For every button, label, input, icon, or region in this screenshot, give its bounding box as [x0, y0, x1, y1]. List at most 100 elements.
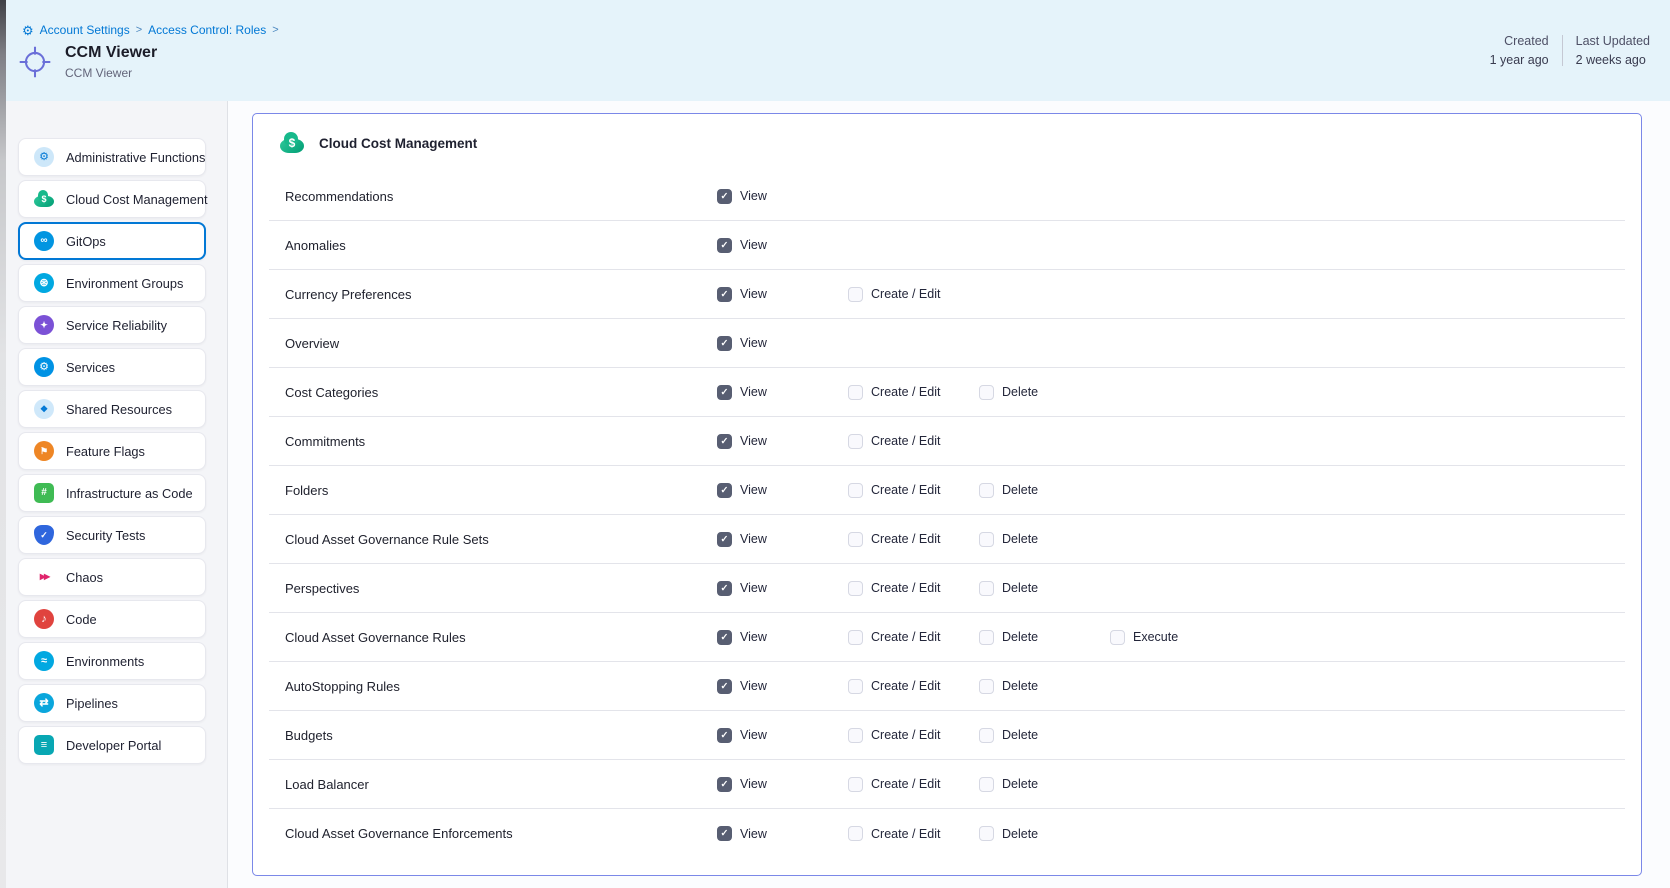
sidebar-item-service-reliability[interactable]: ✦ Service Reliability — [18, 306, 206, 344]
permission-label: Create / Edit — [871, 483, 941, 497]
sidebar-item-environment-groups[interactable]: ⊛ Environment Groups — [18, 264, 206, 302]
ccm-icon: $ — [34, 189, 54, 209]
checkbox-unchecked[interactable] — [848, 776, 863, 792]
resource-label: Overview — [285, 335, 340, 351]
checkbox-checked[interactable]: ✓ — [717, 237, 732, 253]
checkbox-checked[interactable]: ✓ — [717, 286, 732, 302]
sidebar-item-services[interactable]: ⚙ Services — [18, 348, 206, 386]
checkbox-unchecked[interactable] — [979, 727, 994, 743]
page-header: ⚙ Account Settings > Access Control: Rol… — [6, 0, 1670, 101]
checkbox-checked[interactable]: ✓ — [717, 629, 732, 645]
permission-label: Delete — [1002, 581, 1039, 595]
cloud-cost-management-icon: $ — [279, 130, 305, 156]
permission-label: Create / Edit — [871, 287, 941, 301]
checkbox-unchecked[interactable] — [979, 482, 994, 498]
permission-row: Cloud Asset Governance Rule Sets ✓ View Cre… — [269, 515, 1625, 564]
sidebar-item-chaos[interactable]: ▶▶ Chaos — [18, 558, 206, 596]
checkbox-checked[interactable]: ✓ — [717, 727, 732, 743]
permission-cell: ✓ View — [717, 776, 848, 792]
sidebar-item-gitops[interactable]: ∞ GitOps — [18, 222, 206, 260]
checkbox-unchecked[interactable] — [1110, 629, 1125, 645]
checkbox-unchecked[interactable] — [848, 384, 863, 400]
checkbox-checked[interactable]: ✓ — [717, 580, 732, 596]
permission-label: Delete — [1002, 385, 1039, 399]
resource-label: Anomalies — [285, 237, 346, 253]
permission-label: Create / Edit — [871, 434, 941, 448]
checkbox-unchecked[interactable] — [848, 433, 863, 449]
sidebar-item-code[interactable]: ♪ Code — [18, 600, 206, 638]
checkbox-unchecked[interactable] — [848, 826, 863, 841]
sidebar-item-administrative-functions[interactable]: ⚙ Administrative Functions — [18, 138, 206, 176]
permission-cell: Delete — [979, 776, 1110, 792]
permission-label: View — [740, 189, 767, 203]
permission-cell: Create / Edit — [848, 384, 979, 400]
checkbox-unchecked[interactable] — [848, 678, 863, 694]
permission-cell: Create / Edit — [848, 531, 979, 547]
sidebar-item-infrastructure-as-code[interactable]: # Infrastructure as Code — [18, 474, 206, 512]
resource-label: Cloud Asset Governance Rules — [285, 629, 466, 645]
resource-label: Load Balancer — [285, 776, 369, 792]
sidebar-item-label: Cloud Cost Management — [66, 191, 208, 207]
checkbox-checked[interactable]: ✓ — [717, 482, 732, 498]
permission-cell: Delete — [979, 482, 1110, 498]
permission-label: View — [740, 532, 767, 546]
checkbox-unchecked[interactable] — [979, 678, 994, 694]
checkbox-checked[interactable]: ✓ — [717, 384, 732, 400]
sidebar-item-feature-flags[interactable]: ⚑ Feature Flags — [18, 432, 206, 470]
created-label: Created — [1504, 34, 1549, 48]
page-subtitle: CCM Viewer — [65, 66, 133, 81]
permission-cell: ✓ View — [717, 629, 848, 645]
permission-cell: ✓ View — [717, 335, 848, 351]
page-title: CCM Viewer — [65, 44, 158, 61]
permission-row: Cloud Asset Governance Rules ✓ View Create … — [269, 613, 1625, 662]
permission-cell: Create / Edit — [848, 482, 979, 498]
sidebar-item-label: GitOps — [66, 233, 106, 249]
checkbox-checked[interactable]: ✓ — [717, 531, 732, 547]
checkbox-checked[interactable]: ✓ — [717, 776, 732, 792]
permission-label: View — [740, 483, 767, 497]
envgroups-icon: ⊛ — [34, 273, 54, 293]
permission-label: Create / Edit — [871, 679, 941, 693]
sidebar-item-security-tests[interactable]: ✓ Security Tests — [18, 516, 206, 554]
permission-cell: Create / Edit — [848, 286, 979, 302]
permission-cell: ✓ View — [717, 580, 848, 596]
resource-label: Budgets — [285, 727, 333, 743]
checkbox-unchecked[interactable] — [848, 482, 863, 498]
permission-label: Delete — [1002, 483, 1039, 497]
sidebar-item-label: Security Tests — [66, 527, 146, 543]
checkbox-checked[interactable]: ✓ — [717, 188, 732, 204]
permission-cell: Delete — [979, 629, 1110, 645]
checkbox-unchecked[interactable] — [979, 384, 994, 400]
sidebar-item-environments[interactable]: ≈ Environments — [18, 642, 206, 680]
permission-label: Delete — [1002, 630, 1039, 644]
checkbox-unchecked[interactable] — [848, 286, 863, 302]
sidebar-item-label: Environment Groups — [66, 275, 184, 291]
sidebar-item-shared-resources[interactable]: ❖ Shared Resources — [18, 390, 206, 428]
checkbox-unchecked[interactable] — [979, 629, 994, 645]
checkbox-unchecked[interactable] — [979, 826, 994, 841]
permission-row: Anomalies ✓ View — [269, 221, 1625, 270]
checkbox-unchecked[interactable] — [979, 580, 994, 596]
sidebar-item-cloud-cost-management[interactable]: $ Cloud Cost Management — [18, 180, 208, 218]
checkbox-checked[interactable]: ✓ — [717, 826, 732, 841]
checkbox-checked[interactable]: ✓ — [717, 433, 732, 449]
checkbox-unchecked[interactable] — [848, 629, 863, 645]
checkbox-unchecked[interactable] — [848, 580, 863, 596]
resource-label: Cloud Asset Governance Enforcements — [285, 826, 513, 841]
permission-cell: Create / Edit — [848, 826, 979, 841]
sidebar-item-pipelines[interactable]: ⇄ Pipelines — [18, 684, 206, 722]
breadcrumb-access-control-roles[interactable]: Access Control: Roles — [148, 23, 267, 37]
checkbox-checked[interactable]: ✓ — [717, 678, 732, 694]
checkbox-unchecked[interactable] — [848, 727, 863, 743]
created-value: 1 year ago — [1489, 53, 1549, 67]
permission-cell: Create / Edit — [848, 629, 979, 645]
permission-cell: ✓ View — [717, 433, 848, 449]
checkbox-unchecked[interactable] — [979, 531, 994, 547]
resource-label: Cloud Asset Governance Rule Sets — [285, 531, 489, 547]
breadcrumb-account-settings[interactable]: Account Settings — [39, 23, 130, 37]
checkbox-checked[interactable]: ✓ — [717, 335, 732, 351]
sidebar-item-developer-portal[interactable]: ≡ Developer Portal — [18, 726, 206, 764]
permission-label: View — [740, 385, 767, 399]
checkbox-unchecked[interactable] — [979, 776, 994, 792]
checkbox-unchecked[interactable] — [848, 531, 863, 547]
